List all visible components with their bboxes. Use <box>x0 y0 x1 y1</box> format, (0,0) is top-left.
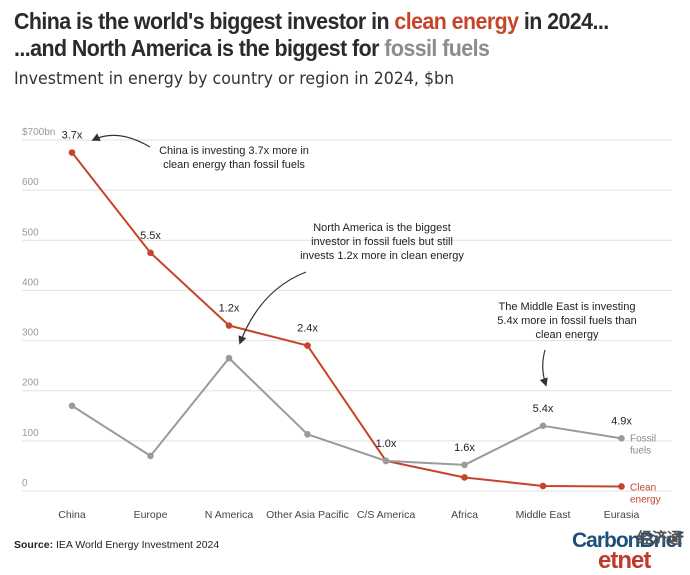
annotation-china-line: clean energy than fossil fuels <box>163 159 305 171</box>
point-fossil <box>539 422 547 430</box>
annotation-n-america-line: invests 1.2x more in clean energy <box>300 250 464 262</box>
annotation-n-america: North America is the biggest investor in … <box>300 222 464 262</box>
source-text: IEA World Energy Investment 2024 <box>53 539 220 551</box>
ratio-label: 3.7x <box>62 130 83 142</box>
logo-carbonbrief: CarbonBrief <box>572 529 683 552</box>
point-clean <box>147 249 154 257</box>
series-label-clean-line: Clean <box>630 482 656 493</box>
point-clean <box>304 342 311 349</box>
y-tick-label: 500 <box>22 227 39 238</box>
annotation-middle-east-line: The Middle East is investing <box>499 301 636 313</box>
x-tick-label: Middle East <box>516 509 571 521</box>
ratio-label: 1.2x <box>219 303 240 315</box>
arrow-n-america <box>238 271 307 345</box>
point-fossil <box>68 402 76 410</box>
chart-title: China is the world's biggest investor in… <box>14 8 609 62</box>
ratio-label: 5.4x <box>533 403 554 415</box>
ratio-label: 5.5x <box>140 230 161 242</box>
title-fossil-highlight: fossil fuels <box>384 35 490 61</box>
series-line-clean <box>71 151 622 488</box>
ratio-label: 1.6x <box>454 442 475 454</box>
point-fossil <box>461 461 468 469</box>
point-clean <box>539 482 547 490</box>
y-tick-label: 100 <box>22 428 39 439</box>
chart-subtitle: Investment in energy by country or regio… <box>14 69 455 89</box>
title-line-2: ...and North America is the biggest for … <box>14 35 609 62</box>
point-fossil <box>618 435 625 442</box>
arrow-middle-east <box>539 349 548 387</box>
title-line-1: China is the world's biggest investor in… <box>14 8 609 35</box>
series-label-clean-line: energy <box>630 494 661 505</box>
series-label-fossil: Fossil fuels <box>630 433 656 456</box>
point-fossil <box>225 354 233 362</box>
source-label: Source: <box>14 539 54 551</box>
x-tick-label: China <box>58 509 86 521</box>
series-line-fossil <box>71 357 622 466</box>
title-text: ...and North America is the biggest for <box>14 35 385 61</box>
annotation-middle-east: The Middle East is investing 5.4x more in… <box>497 301 636 341</box>
y-tick-label: 400 <box>22 277 39 288</box>
point-clean <box>618 483 625 490</box>
x-tick-label: C/S America <box>357 509 416 521</box>
ratio-label: 1.0x <box>376 438 397 450</box>
x-tick-label: Europe <box>134 509 168 521</box>
x-tick-label: N America <box>205 509 254 521</box>
annotation-china-line: China is investing 3.7x more in <box>159 145 309 157</box>
annotation-middle-east-line: 5.4x more in fossil fuels than <box>497 315 636 327</box>
annotation-n-america-line: investor in fossil fuels but still <box>311 236 453 248</box>
x-tick-label: Africa <box>451 509 478 521</box>
title-text: in 2024... <box>518 8 609 34</box>
source-note: Source: IEA World Energy Investment 2024 <box>14 539 219 551</box>
annotation-n-america-line: North America is the biggest <box>313 222 451 234</box>
series-label-fossil-line: Fossil <box>630 433 656 444</box>
annotation-china: China is investing 3.7x more in clean ene… <box>159 145 309 171</box>
series-label-fossil-line: fuels <box>630 445 651 456</box>
ratio-label: 2.4x <box>297 323 318 335</box>
y-tick-label: 600 <box>22 177 39 188</box>
x-tick-label: Other Asia Pacific <box>266 509 349 521</box>
point-fossil <box>382 457 390 465</box>
title-clean-highlight: clean energy <box>394 8 519 34</box>
logo-cn: 经济通 <box>636 530 682 547</box>
ratio-label: 4.9x <box>611 415 632 427</box>
series-label-clean: Clean energy <box>630 482 661 505</box>
point-fossil <box>147 452 154 460</box>
point-clean <box>225 322 233 329</box>
arrow-china <box>91 133 151 148</box>
y-tick-label: $700bn <box>22 127 55 138</box>
y-tick-label: 200 <box>22 378 39 389</box>
x-tick-label: Eurasia <box>604 509 640 521</box>
y-tick-label: 300 <box>22 328 39 339</box>
annotation-middle-east-line: clean energy <box>536 329 599 341</box>
carbonbrief-etnet-logo: CarbonBrief 经济通 etnet <box>572 527 683 574</box>
title-text: China is the world's biggest investor in <box>14 8 395 34</box>
y-tick-label: 0 <box>22 478 28 489</box>
point-fossil <box>304 431 311 438</box>
point-clean <box>68 149 76 156</box>
logo-etnet: etnet <box>598 547 651 574</box>
point-clean <box>461 474 468 481</box>
